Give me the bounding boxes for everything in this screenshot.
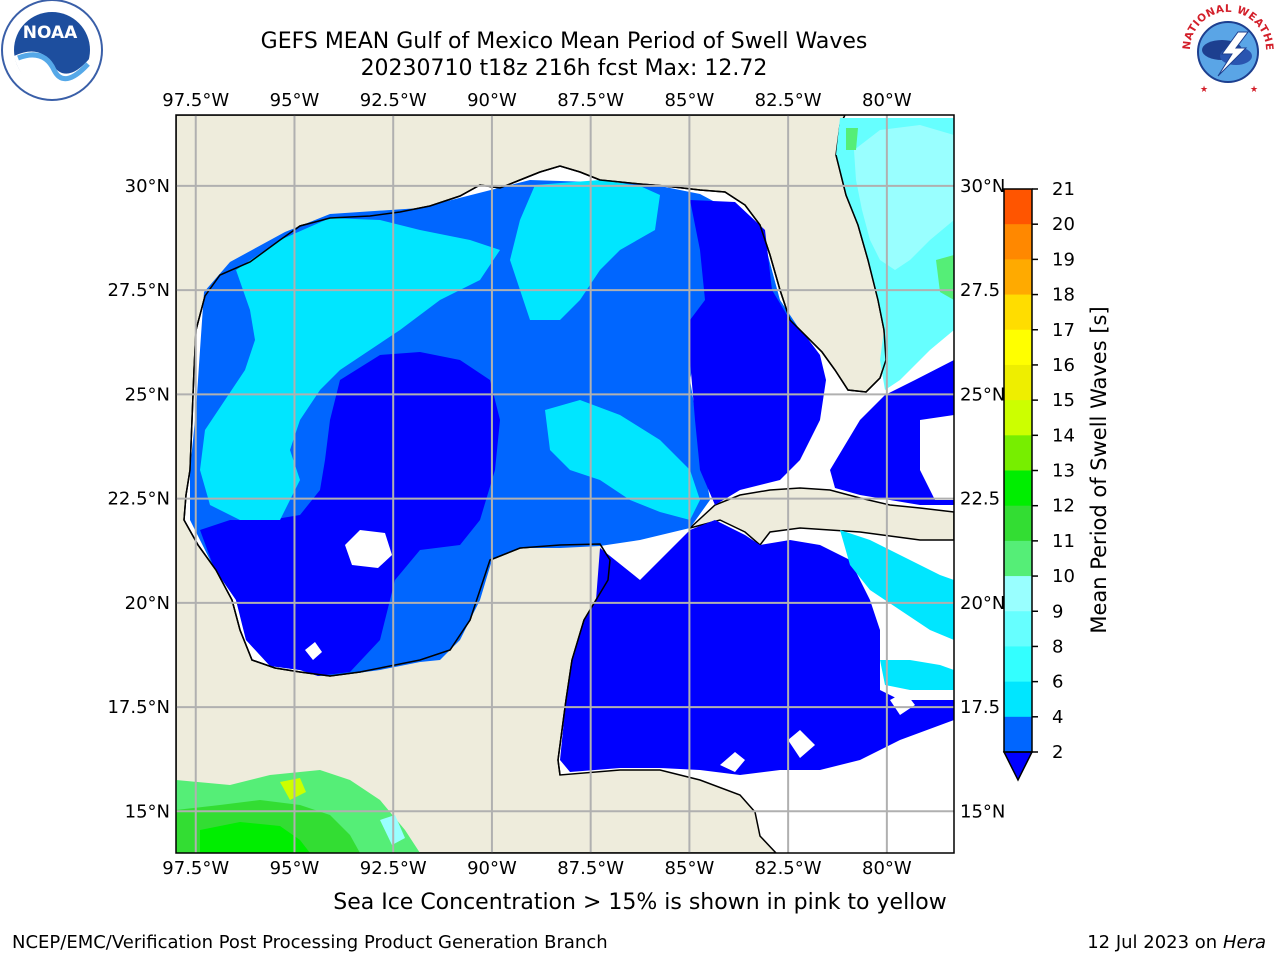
colorbar-tick-label: 16 <box>1052 355 1075 376</box>
colorbar: 21 20 19 18 17 16 15 14 13 12 11 10 9 8 6 4 2 <box>1002 179 1075 782</box>
colorbar-segment <box>1004 646 1032 683</box>
noaa-logo-icon: NOAA <box>1 0 103 101</box>
colorbar-segment <box>1004 576 1032 612</box>
latitude-label: 22.5°N <box>107 489 170 510</box>
colorbar-tick-label: 2 <box>1052 742 1063 763</box>
colorbar-tick-label: 19 <box>1052 249 1075 270</box>
latitude-labels-right: 30°N 27.5 25°N 22.5 20°N 17.5 15°N <box>960 176 1005 822</box>
colorbar-segment <box>1004 611 1032 647</box>
latitude-label: 27.5 <box>960 280 1000 301</box>
longitude-label: 95°W <box>270 858 320 879</box>
colorbar-segment <box>1004 470 1032 507</box>
longitude-label: 87.5°W <box>557 90 624 111</box>
latitude-label: 17.5°N <box>107 697 170 718</box>
colorbar-tick-label: 14 <box>1052 425 1075 446</box>
svg-text:★: ★ <box>1200 85 1208 95</box>
colorbar-segment <box>1004 435 1032 471</box>
colorbar-extend-arrow <box>1002 751 1034 782</box>
latitude-label: 30°N <box>960 176 1005 197</box>
latitude-labels-left: 30°N 27.5°N 25°N 22.5°N 20°N 17.5°N 15°N <box>107 176 170 822</box>
longitude-label: 90°W <box>467 858 517 879</box>
longitude-label: 80°W <box>862 90 912 111</box>
colorbar-tick-label: 6 <box>1052 672 1063 693</box>
colorbar-segment <box>1004 364 1032 401</box>
swell-field <box>176 118 954 853</box>
latitude-label: 30°N <box>125 176 170 197</box>
longitude-labels-top: 97.5°W 95°W 92.5°W 90°W 87.5°W 85°W 82.5°W 80°W <box>162 90 912 111</box>
longitude-label: 80°W <box>862 858 912 879</box>
longitude-label: 90°W <box>467 90 517 111</box>
colorbar-segment <box>1004 540 1032 577</box>
colorbar-segment <box>1004 329 1032 366</box>
footer-host: Hera <box>1222 932 1266 953</box>
colorbar-tick-label: 11 <box>1052 531 1075 552</box>
longitude-label: 92.5°W <box>360 858 427 879</box>
colorbar-tick-label: 9 <box>1052 601 1063 622</box>
longitude-label: 82.5°W <box>755 858 822 879</box>
latitude-label: 17.5 <box>960 697 1000 718</box>
colorbar-segment <box>1004 400 1032 436</box>
colorbar-segment <box>1004 189 1032 225</box>
swell-period-map <box>176 115 954 853</box>
graticule <box>176 115 954 853</box>
colorbar-tick-label: 18 <box>1052 285 1075 306</box>
colorbar-label: Mean Period of Swell Waves [s] <box>1087 306 1111 633</box>
colorbar-segment <box>1004 681 1032 718</box>
colorbar-segment <box>1004 224 1032 260</box>
land-cuba <box>689 487 954 547</box>
colorbar-tick-label: 13 <box>1052 461 1075 482</box>
colorbar-tick-label: 20 <box>1052 214 1075 235</box>
title-line-1: GEFS MEAN Gulf of Mexico Mean Period of … <box>261 29 868 54</box>
longitude-label: 87.5°W <box>557 858 624 879</box>
footer-date-text: 12 Jul 2023 on <box>1087 932 1223 953</box>
longitude-label: 85°W <box>665 90 715 111</box>
longitude-label: 97.5°W <box>162 858 229 879</box>
svg-text:★: ★ <box>1250 85 1258 95</box>
colorbar-tick-label: 12 <box>1052 496 1075 517</box>
latitude-label: 25°N <box>960 384 1005 405</box>
title-line-2: 20230710 t18z 216h fcst Max: 12.72 <box>361 56 768 81</box>
latitude-label: 15°N <box>125 801 170 822</box>
map-border <box>175 114 955 854</box>
noaa-logo-text: NOAA <box>23 23 78 43</box>
longitude-label: 92.5°W <box>360 90 427 111</box>
colorbar-segment <box>1004 505 1032 542</box>
colorbar-tick-label: 10 <box>1052 566 1075 587</box>
latitude-label: 15°N <box>960 801 1005 822</box>
latitude-label: 27.5°N <box>107 280 170 301</box>
colorbar-tick-label: 8 <box>1052 636 1063 657</box>
longitude-label: 95°W <box>270 90 320 111</box>
footer-credit: NCEP/EMC/Verification Post Processing Pr… <box>12 932 608 953</box>
colorbar-tick-label: 21 <box>1052 179 1075 200</box>
footer-date: 12 Jul 2023 on Hera <box>1087 932 1266 953</box>
colorbar-segment <box>1004 294 1032 331</box>
coastline <box>183 154 887 776</box>
latitude-label: 22.5 <box>960 489 1000 510</box>
latitude-label: 25°N <box>125 384 170 405</box>
latitude-label: 20°N <box>125 593 170 614</box>
longitude-label: 85°W <box>665 858 715 879</box>
colorbar-segment <box>1004 716 1032 753</box>
longitude-label: 97.5°W <box>162 90 229 111</box>
colorbar-tick-label: 15 <box>1052 390 1075 411</box>
colorbar-tick-label: 4 <box>1052 707 1063 728</box>
sea-ice-note: Sea Ice Concentration > 15% is shown in … <box>333 890 947 915</box>
colorbar-segment <box>1004 259 1032 296</box>
colorbar-tick-label: 17 <box>1052 320 1075 341</box>
latitude-label: 20°N <box>960 593 1005 614</box>
longitude-label: 82.5°W <box>755 90 822 111</box>
longitude-labels-bottom: 97.5°W 95°W 92.5°W 90°W 87.5°W 85°W 82.5°W 80°W <box>162 858 912 879</box>
